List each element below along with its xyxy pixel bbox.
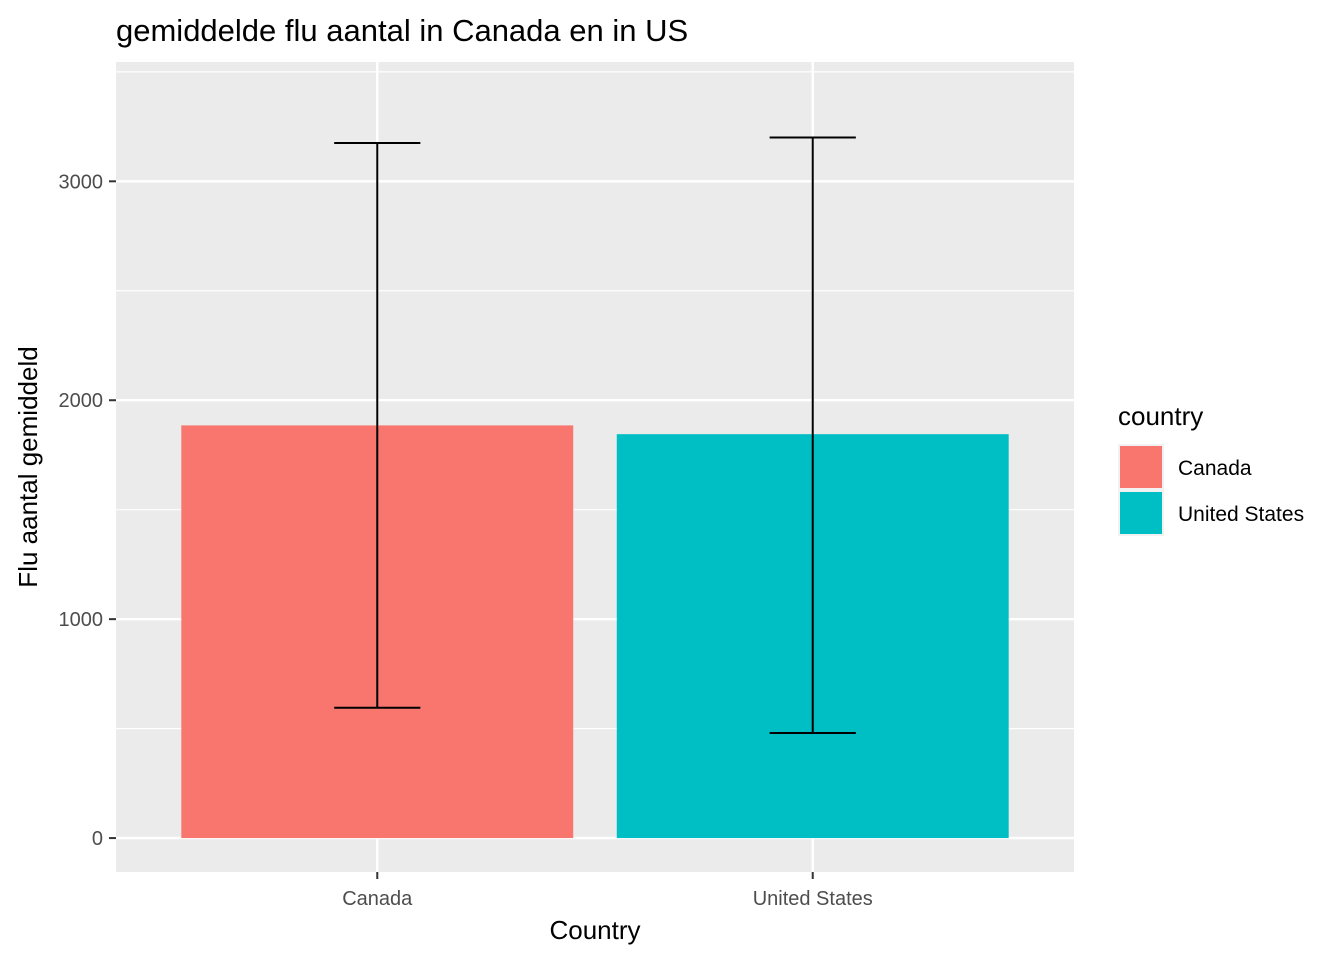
chart-title: gemiddelde flu aantal in Canada en in US <box>116 13 688 48</box>
legend-swatch-united-states <box>1120 492 1162 534</box>
legend-label-united-states: United States <box>1178 503 1304 526</box>
x-tick-label: United States <box>753 888 873 910</box>
y-tick-label: 0 <box>92 828 103 850</box>
x-axis: Canada United States <box>342 872 873 910</box>
y-axis-title: Flu aantal gemiddeld <box>13 346 43 587</box>
legend-title: country <box>1118 401 1203 431</box>
y-axis: 0 1000 2000 3000 <box>59 171 116 850</box>
legend-swatch-canada <box>1120 446 1162 488</box>
x-tick-label: Canada <box>342 888 413 910</box>
y-tick-label: 2000 <box>59 390 104 412</box>
y-tick-label: 1000 <box>59 609 104 631</box>
x-axis-title: Country <box>549 915 640 945</box>
error-bars <box>334 136 856 734</box>
legend: country Canada United States <box>1118 401 1304 536</box>
y-tick-label: 3000 <box>59 171 104 193</box>
legend-label-canada: Canada <box>1178 457 1252 480</box>
